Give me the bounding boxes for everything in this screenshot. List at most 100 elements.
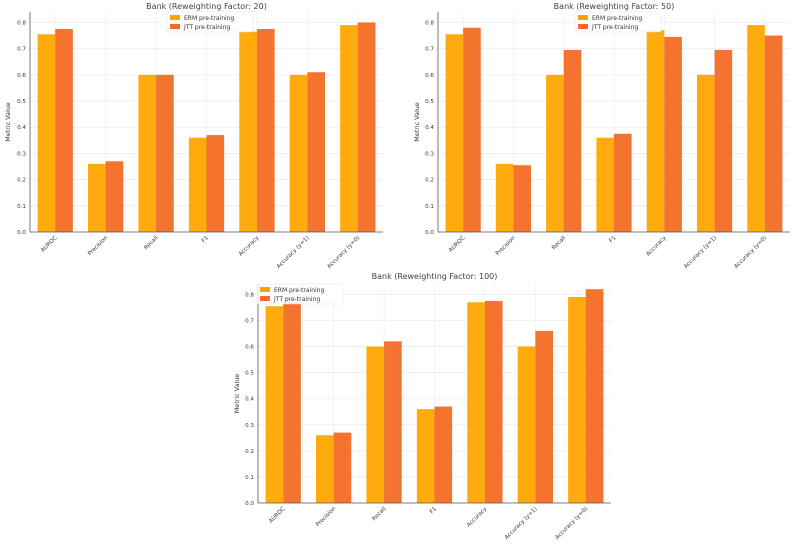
bar-erm-auroc (445, 34, 464, 233)
bar-jtt-f1 (614, 133, 632, 232)
legend-swatch-jtt (578, 24, 588, 29)
legend: ERM pre-training JTT pre-training (574, 11, 662, 33)
legend: ERM pre-training JTT pre-training (256, 283, 344, 305)
y-tick-label: 0.7 (17, 47, 26, 53)
x-tick-label: Accuracy (y=1) (683, 235, 718, 270)
legend-label-erm: ERM pre-training (592, 15, 642, 22)
chart-panel-3: 0.0 0.1 0.2 0.3 0.4 0.5 0.6 0.7 0.8 AUROC Precisio… (233, 272, 611, 541)
bar-erm-f1 (188, 137, 207, 232)
bar-jtt-accuracy (484, 300, 503, 503)
x-tick-label: F1 (608, 235, 617, 244)
bar-jtt-auroc (283, 302, 301, 503)
bar-jtt-accuracy-y-1 (714, 49, 733, 232)
legend-label-erm: ERM pre-training (274, 287, 324, 294)
legend-box (574, 11, 662, 33)
y-tick-label: 0.1 (17, 204, 26, 210)
x-tick-label: Precision (495, 235, 517, 257)
legend-swatch-jtt (170, 24, 180, 29)
y-tick-label: 0.0 (425, 230, 434, 236)
bar-erm-accuracy (467, 302, 485, 503)
chart-title: Bank (Reweighting Factor: 50) (554, 2, 675, 11)
x-tick-label: Precision (315, 506, 337, 528)
y-tick-label: 0.2 (245, 449, 254, 455)
bar-jtt-auroc (463, 27, 481, 233)
bar-erm-f1 (596, 137, 614, 232)
bar-jtt-accuracy-y-1 (307, 72, 326, 232)
y-tick-label: 0.2 (425, 178, 434, 184)
y-axis-label: Metric Value (413, 102, 421, 142)
legend-label-jtt: JTT pre-training (273, 296, 320, 303)
legend: ERM pre-training JTT pre-training (166, 11, 254, 33)
bar-erm-accuracy-y-0 (747, 25, 765, 232)
bar-erm-precision (495, 163, 514, 232)
x-tick-label: Accuracy (y=0) (326, 235, 361, 270)
bar-erm-precision (315, 435, 334, 503)
bar-erm-accuracy (239, 31, 257, 233)
y-tick-label: 0.8 (425, 20, 434, 26)
bar-jtt-accuracy-y-0 (357, 22, 376, 232)
x-tick-label: AUROC (448, 235, 467, 254)
y-tick-label: 0.4 (17, 125, 26, 131)
y-tick-label: 0.1 (245, 475, 254, 481)
legend-swatch-erm (578, 15, 588, 20)
bar-erm-accuracy-y-1 (289, 74, 308, 232)
y-tick-label: 0.6 (425, 73, 434, 79)
y-tick-label: 0.4 (425, 125, 434, 131)
x-tick-label: AUROC (40, 235, 59, 254)
y-tick-label: 0.7 (425, 47, 434, 53)
x-tick-label: Precision (87, 235, 109, 257)
bar-erm-accuracy-y-0 (340, 25, 358, 232)
legend-swatch-erm (260, 287, 270, 292)
y-tick-label: 0.3 (425, 151, 434, 157)
legend-swatch-jtt (260, 296, 270, 301)
chart-panel-2: 0.0 0.1 0.2 0.3 0.4 0.5 0.6 0.7 0.8 AUROC Precisio… (413, 2, 790, 270)
bar-jtt-f1 (434, 406, 453, 503)
bar-jtt-accuracy (256, 29, 275, 233)
y-tick-label: 0.6 (17, 73, 26, 79)
y-tick-label: 0.7 (245, 319, 254, 325)
legend-label-jtt: JTT pre-training (183, 24, 230, 31)
x-tick-label: Accuracy (645, 235, 668, 258)
y-tick-label: 0.0 (17, 230, 26, 236)
bar-jtt-accuracy-y-1 (535, 330, 554, 503)
bar-jtt-accuracy-y-0 (764, 35, 783, 233)
chart-title: Bank (Reweighting Factor: 100) (372, 272, 498, 281)
x-tick-label: AUROC (268, 506, 287, 525)
x-tick-label: F1 (201, 235, 210, 244)
y-tick-label: 0.8 (245, 292, 254, 298)
bar-jtt-accuracy-y-0 (585, 289, 604, 503)
x-tick-label: Accuracy (466, 506, 489, 529)
y-tick-label: 0.5 (425, 99, 434, 105)
bar-jtt-f1 (206, 135, 225, 232)
bar-erm-auroc (265, 306, 284, 503)
bar-jtt-precision (513, 165, 532, 232)
x-tick-label: Recall (143, 235, 159, 251)
x-tick-label: Accuracy (238, 235, 261, 258)
y-tick-label: 0.8 (17, 20, 26, 26)
bar-erm-recall (366, 346, 385, 503)
legend-swatch-erm (170, 15, 180, 20)
legend-label-erm: ERM pre-training (184, 15, 234, 22)
x-tick-label: Recall (371, 506, 387, 522)
y-tick-label: 0.2 (17, 178, 26, 184)
bar-jtt-accuracy (664, 36, 682, 232)
bar-erm-f1 (416, 409, 435, 503)
y-axis-label: Metric Value (4, 102, 12, 142)
y-tick-label: 0.3 (17, 151, 26, 157)
y-tick-label: 0.1 (425, 204, 434, 210)
bar-erm-recall (138, 74, 157, 232)
bar-erm-accuracy-y-0 (568, 297, 586, 503)
y-tick-label: 0.5 (17, 99, 26, 105)
bar-erm-accuracy (646, 30, 665, 233)
y-tick-label: 0.0 (245, 501, 254, 507)
bar-jtt-auroc (55, 29, 73, 233)
bar-erm-recall (546, 74, 564, 232)
chart-panel-1: 0.0 0.1 0.2 0.3 0.4 0.5 0.6 0.7 0.8 AUROC Precisio… (4, 2, 383, 270)
bar-jtt-precision (105, 161, 124, 232)
y-tick-label: 0.5 (245, 371, 254, 377)
y-tick-label: 0.6 (245, 345, 254, 351)
legend-label-jtt: JTT pre-training (591, 24, 638, 31)
x-tick-label: F1 (429, 506, 438, 515)
bar-erm-accuracy-y-1 (696, 74, 715, 232)
